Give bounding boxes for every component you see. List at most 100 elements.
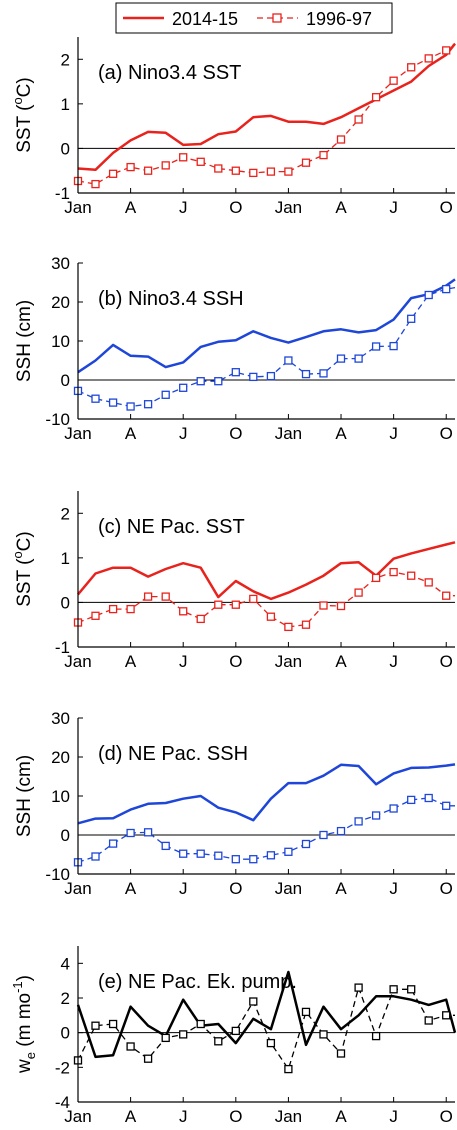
data-point-1996-97 — [196, 614, 205, 624]
data-point-1996-97 — [371, 93, 381, 102]
series-line-2014-15 — [76, 970, 457, 1059]
x-tick-label: Jan — [64, 424, 91, 443]
x-tick-label: A — [335, 879, 347, 898]
data-point-1996-97 — [231, 600, 240, 609]
x-tick-label: A — [335, 652, 347, 671]
data-point-1996-97 — [249, 855, 258, 864]
x-tick-label: A — [335, 1107, 347, 1126]
x-tick-label: A — [335, 424, 347, 443]
data-point-1996-97 — [301, 158, 311, 167]
x-tick-label: O — [440, 424, 453, 443]
y-tick-label: 30 — [51, 254, 70, 273]
data-point-1996-97 — [284, 847, 293, 856]
data-point-1996-97 — [371, 342, 381, 351]
series-line-2014-15 — [77, 541, 456, 601]
data-point-1996-97 — [161, 1033, 170, 1043]
y-tick-label: 4 — [61, 954, 70, 973]
x-tick-label: Jan — [275, 879, 302, 898]
data-point-1996-97 — [319, 601, 328, 610]
data-point-1996-97 — [266, 851, 276, 860]
data-point-1996-97 — [319, 150, 328, 160]
y-axis-label: SSH (cm) — [14, 755, 35, 837]
data-point-1996-97 — [371, 1031, 381, 1041]
x-tick-label: A — [125, 652, 137, 671]
y-tick-label: -10 — [45, 410, 70, 429]
data-point-1996-97 — [231, 166, 240, 175]
x-tick-label: A — [125, 198, 137, 217]
data-point-1996-97 — [179, 153, 188, 162]
data-point-1996-97 — [319, 369, 328, 378]
series-line-2014-15 — [77, 42, 456, 172]
data-point-1996-97 — [407, 63, 416, 72]
data-point-1996-97 — [389, 985, 398, 994]
y-tick-label: 0 — [61, 826, 70, 845]
data-point-1996-97 — [143, 1054, 153, 1063]
y-axis-label: we (m mo-1) — [10, 975, 38, 1074]
legend-label-1996-97: 1996-97 — [306, 9, 372, 29]
data-point-1996-97 — [108, 839, 118, 848]
x-tick-label: J — [179, 424, 188, 443]
x-tick-label: J — [179, 198, 188, 217]
data-point-1996-97 — [424, 578, 433, 587]
x-tick-label: Jan — [64, 879, 91, 898]
data-point-1996-97 — [179, 607, 188, 616]
data-point-1996-97 — [354, 588, 363, 597]
y-tick-label: -10 — [45, 865, 70, 884]
x-tick-label: O — [229, 198, 242, 217]
legend: 2014-15 1996-97 — [115, 2, 393, 34]
data-point-1996-97 — [196, 157, 205, 166]
y-tick-label: 0 — [61, 1024, 70, 1043]
panel-title: (a) Nino3.4 SST — [98, 62, 241, 84]
data-point-1996-97 — [161, 161, 170, 170]
data-point-1996-97 — [143, 400, 153, 409]
x-tick-label: J — [389, 424, 398, 443]
y-tick-label: 1 — [61, 95, 70, 114]
data-point-1996-97 — [196, 1019, 205, 1029]
panel-title: (c) NE Pac. SST — [98, 516, 245, 538]
data-point-1996-97 — [179, 1030, 188, 1039]
data-point-1996-97 — [214, 1037, 223, 1046]
x-tick-label: O — [440, 198, 453, 217]
data-point-1996-97 — [336, 354, 346, 363]
panel-a: -1 0 1 2 Jan A J O Jan A J O (a) Nino3.4 SST SST (oC) — [10, 37, 456, 217]
panel-b: -10 0 10 20 30 Jan A J O Jan A J O (b) Nino3.4 SSH SSH… — [14, 254, 456, 443]
data-point-1996-97 — [266, 612, 276, 621]
y-tick-label: 0 — [61, 139, 70, 158]
data-point-1996-97 — [424, 1016, 433, 1025]
y-tick-label: 30 — [51, 709, 70, 728]
x-tick-label: O — [440, 879, 453, 898]
data-point-1996-97 — [126, 828, 135, 838]
data-point-1996-97 — [284, 167, 293, 176]
data-point-1996-97 — [161, 592, 170, 601]
x-tick-label: O — [440, 652, 453, 671]
data-point-1996-97 — [336, 601, 346, 611]
data-point-1996-97 — [231, 855, 240, 864]
data-point-1996-97 — [179, 849, 188, 858]
x-tick-label: Jan — [275, 1107, 302, 1126]
y-tick-label: 1 — [61, 549, 70, 568]
series-line-2014-15 — [77, 763, 456, 825]
data-point-1996-97 — [442, 1011, 451, 1020]
x-tick-label: J — [389, 198, 398, 217]
x-tick-label: J — [389, 879, 398, 898]
y-axis-label: SST (oC) — [10, 77, 35, 153]
y-tick-label: -1 — [55, 184, 70, 203]
panel-title: (d) NE Pac. SSH — [98, 743, 248, 765]
panel-d: -10 0 10 20 30 Jan A J O Jan A J O (d) NE Pac. SSH SSH… — [14, 709, 456, 898]
x-tick-label: Jan — [275, 198, 302, 217]
data-point-1996-97 — [389, 567, 398, 577]
y-tick-label: 2 — [61, 504, 70, 523]
data-point-1996-97 — [143, 166, 153, 175]
data-point-1996-97 — [91, 394, 100, 403]
data-point-1996-97 — [319, 830, 328, 840]
data-point-1996-97 — [442, 591, 451, 600]
data-point-1996-97 — [108, 398, 118, 407]
data-point-1996-97 — [301, 620, 311, 629]
y-tick-label: 0 — [61, 371, 70, 390]
data-point-1996-97 — [108, 169, 118, 178]
data-point-1996-97 — [266, 371, 276, 381]
x-tick-label: Jan — [64, 198, 91, 217]
data-point-1996-97 — [249, 594, 258, 604]
data-point-1996-97 — [389, 76, 398, 85]
